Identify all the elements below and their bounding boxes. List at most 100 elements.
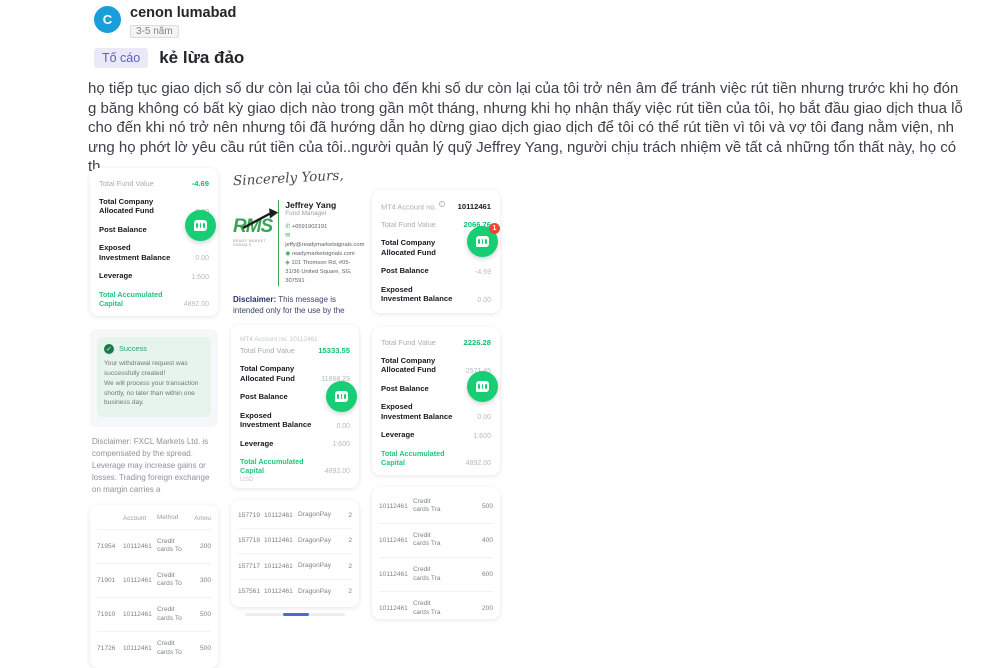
field-label: Total Accumulated Capital bbox=[381, 448, 445, 467]
withdrawal-screenshot[interactable]: ✓ Success Your withdrawal request was su… bbox=[90, 328, 218, 428]
field-label: Leverage bbox=[240, 438, 274, 448]
signature-website[interactable]: readymarketsignals.com bbox=[291, 250, 355, 257]
attachment-grid: Total Fund Value -4.69 Total Company Allo… bbox=[90, 168, 500, 668]
messenger-icon bbox=[194, 220, 207, 231]
arrow-icon bbox=[242, 208, 279, 230]
signature-email[interactable]: jeffy@readymarketsignals.com bbox=[285, 241, 365, 248]
field-label: Post Balance bbox=[240, 392, 288, 402]
phone-icon: ✆ bbox=[285, 224, 292, 230]
table-row: 157561 10112461 DragonPay 2 bbox=[238, 587, 352, 596]
attachment-column-2[interactable]: Sincerely Yours, RMS READY MARKET SIGNAL… bbox=[231, 168, 364, 668]
table-header: Account Method Amou bbox=[97, 508, 211, 530]
transactions-table-1[interactable]: Account Method Amou 71954 10112461 Credit … bbox=[90, 505, 218, 668]
transactions-table-3[interactable]: 10112461 Credit cards Tra 500 10112461 Cred… bbox=[372, 486, 500, 619]
field-label: Total Company Allocated Fund bbox=[381, 238, 436, 257]
field-value: 0.00 bbox=[477, 414, 491, 422]
post-header: C cenon lumabad 3-5 năm bbox=[94, 6, 236, 39]
transactions-table-2[interactable]: 157719 10112461 DragonPay 2 157718 10112461 D… bbox=[231, 499, 359, 608]
notification-badge: 1 bbox=[489, 223, 500, 234]
table-row: 157718 10112461 DragonPay 2 bbox=[238, 529, 352, 555]
chat-bubble-icon[interactable] bbox=[467, 370, 498, 402]
username[interactable]: cenon lumabad bbox=[130, 5, 237, 21]
field-value: 2066.76 bbox=[463, 220, 491, 230]
table-row: 71910 10112461 Credit cards To 500 bbox=[97, 598, 211, 633]
mt4-account-number: 10112461 bbox=[457, 202, 491, 212]
signature-phone[interactable]: +6591902191 bbox=[291, 224, 328, 230]
field-label: Exposed Investment Balance bbox=[99, 243, 171, 262]
field-value: 1:600 bbox=[473, 432, 491, 440]
field-label: Total Fund Value bbox=[240, 346, 295, 356]
field-label: Post Balance bbox=[381, 383, 429, 393]
field-label: Exposed Investment Balance bbox=[240, 410, 312, 430]
table-row: 157717 10112461 DragonPay 2 bbox=[238, 554, 352, 580]
table-row: 71726 10112461 Credit cards To 500 bbox=[97, 640, 211, 656]
field-label: Total Company Allocated Fund bbox=[240, 364, 295, 383]
field-label: MT4 Account no. i bbox=[381, 201, 445, 211]
table-row: 71901 10112461 Credit cards To 300 bbox=[97, 564, 211, 598]
title-row: Tố cáo kẻ lừa đảo bbox=[94, 48, 244, 68]
field-label: Total Fund Value bbox=[381, 220, 436, 230]
field-value: 0.00 bbox=[336, 422, 350, 430]
fund-card-4[interactable]: Total Fund Value 2226.28 Total Company Al… bbox=[372, 326, 500, 475]
report-badge[interactable]: Tố cáo bbox=[94, 48, 149, 68]
signature-name: Jeffrey Yang bbox=[285, 200, 337, 210]
rms-logo: RMS READY MARKET SIGNALS bbox=[233, 200, 279, 286]
field-label: Total Company Allocated Fund bbox=[381, 355, 436, 375]
review-body: họ tiếp tục giao dịch số dư còn lại của … bbox=[88, 80, 963, 175]
field-label: Post Balance bbox=[99, 224, 147, 234]
table-row: 10112461 Credit cards Tra 200 bbox=[379, 592, 493, 619]
field-label: Leverage bbox=[381, 430, 415, 440]
avatar[interactable]: C bbox=[94, 6, 121, 33]
field-label: Total Fund Value bbox=[99, 179, 154, 188]
chat-bubble-icon[interactable] bbox=[185, 210, 216, 241]
field-label: Total Accumulated Capital bbox=[99, 289, 163, 308]
messenger-icon bbox=[476, 380, 489, 392]
disclaimer-fxcl: Disclaimer: FXCL Markets Ltd. is compens… bbox=[92, 437, 210, 495]
field-value: 15333.55 bbox=[318, 346, 350, 356]
disclaimer-message: Disclaimer: This message is intended onl… bbox=[233, 294, 345, 316]
attachment-column-1[interactable]: Total Fund Value -4.69 Total Company Allo… bbox=[90, 168, 218, 668]
field-label: Exposed Investment Balance bbox=[381, 284, 453, 304]
globe-icon: ◉ bbox=[285, 250, 292, 257]
tenure-badge: 3-5 năm bbox=[130, 25, 179, 38]
field-label: Leverage bbox=[99, 271, 133, 281]
email-icon: ✉ bbox=[285, 232, 291, 239]
success-line2: We will process your transaction shortly… bbox=[104, 379, 199, 407]
chat-bubble-icon[interactable]: 1 bbox=[467, 223, 500, 257]
table-row: 10112461 Credit cards Tra 400 bbox=[379, 524, 493, 559]
info-icon[interactable]: i bbox=[438, 201, 445, 207]
fund-card-1[interactable]: Total Fund Value -4.69 Total Company Allo… bbox=[90, 168, 218, 316]
field-value: -4.69 bbox=[191, 179, 209, 188]
field-value: 0.00 bbox=[477, 296, 491, 304]
check-icon: ✓ bbox=[104, 343, 114, 354]
logo-caption: READY MARKET SIGNALS bbox=[233, 239, 267, 247]
attachment-column-3[interactable]: MT4 Account no. i 10112461 Total Fund Val… bbox=[372, 190, 500, 668]
email-signature: RMS READY MARKET SIGNALS Jeffrey Yang Fu… bbox=[233, 200, 364, 286]
fund-card-3[interactable]: MT4 Account no. i 10112461 Total Fund Val… bbox=[372, 190, 500, 313]
table-row: 10112461 Credit cards Tra 500 bbox=[379, 490, 493, 524]
table-row: 71954 10112461 Credit cards To 200 bbox=[97, 530, 211, 564]
field-value: 1:600 bbox=[332, 440, 350, 448]
location-icon: ◈ bbox=[285, 259, 292, 266]
field-value: 4892.00 bbox=[183, 300, 209, 308]
cut-text: USD bbox=[240, 475, 254, 482]
messenger-icon bbox=[335, 391, 348, 403]
scrollbar-thumb[interactable] bbox=[283, 613, 309, 617]
page-title: kẻ lừa đảo bbox=[159, 48, 245, 67]
field-value: 4892.00 bbox=[324, 467, 350, 475]
fund-card-2[interactable]: MT4 Account no. 10112461 Total Fund Valu… bbox=[231, 325, 359, 488]
success-line1: Your withdrawal request was successfully… bbox=[104, 359, 188, 377]
field-label: Total Company Allocated Fund bbox=[99, 197, 154, 216]
field-label: Exposed Investment Balance bbox=[381, 402, 453, 421]
horizontal-scrollbar[interactable] bbox=[245, 613, 345, 617]
signature-address: 101 Thomson Rd, #05-31/36 United Square,… bbox=[285, 259, 352, 284]
user-meta: cenon lumabad 3-5 năm bbox=[130, 6, 236, 39]
status-badge: Success bbox=[119, 344, 147, 354]
field-label: Post Balance bbox=[381, 266, 429, 276]
success-card: ✓ Success Your withdrawal request was su… bbox=[97, 336, 211, 418]
signature-details: Jeffrey Yang Fund Manager ✆ +6591902191 … bbox=[278, 200, 364, 286]
field-value: 11868.29 bbox=[321, 376, 350, 384]
messenger-icon bbox=[476, 236, 489, 247]
chat-bubble-icon[interactable] bbox=[326, 381, 357, 413]
table-row: 157719 10112461 DragonPay 2 bbox=[238, 503, 352, 529]
